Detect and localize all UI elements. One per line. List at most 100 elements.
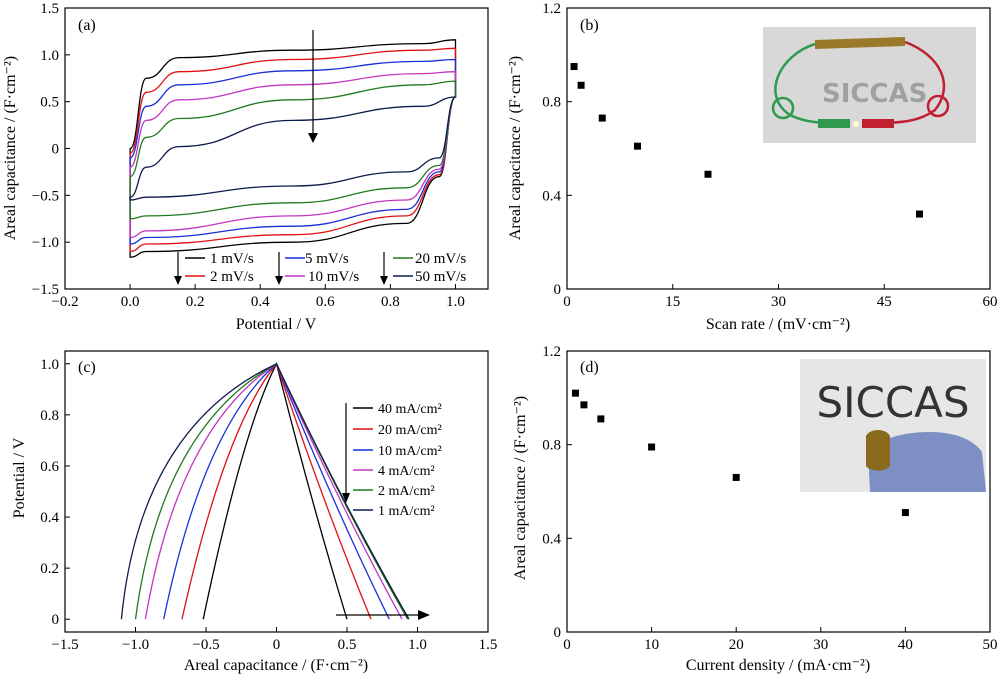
inset-photo-d-hand <box>868 432 986 492</box>
inset-photo-b-clip-red <box>862 119 894 128</box>
cv-curve-1 <box>129 47 457 253</box>
scatter-point-d-5 <box>901 509 909 517</box>
inset-photo-b-loop-red <box>926 94 950 118</box>
y-tick-label-2-5: 1.0 <box>40 357 59 373</box>
x-axis-label-d: Current density / (mA·cm⁻²) <box>686 657 870 674</box>
legend-label-5mv: 5 mV/s <box>305 251 349 267</box>
x-tick-label-0-4: 0.6 <box>316 294 335 310</box>
panel-a: −0.2 0.0 0.2 0.4 0.6 0.8 1.0 −1.5 −1.0 −0.5 0 0.5 1.… <box>2 1 489 333</box>
inset-photo-d-device <box>866 430 890 471</box>
legend-label-2mv: 2 mV/s <box>210 269 254 285</box>
arrow-c-vertical-head <box>342 493 350 503</box>
inset-photo-b-loop-green <box>771 96 795 120</box>
y-tick-label-0-0: −1.5 <box>32 282 59 298</box>
y-tick-label-2-2: 0.4 <box>40 510 59 526</box>
y-tick-label-2-1: 0.2 <box>40 561 59 577</box>
panel-label-d: (d) <box>580 359 599 376</box>
arrow-small-a1-head <box>174 276 182 285</box>
y-tick-label-2-3: 0.6 <box>40 459 59 475</box>
inset-photo-b-led <box>853 121 859 127</box>
x-tick-label-0-1: 0.0 <box>121 294 140 310</box>
inset-photo-b-logo: SICCAS <box>822 79 927 109</box>
legend-label-1mv: 1 mV/s <box>210 251 254 267</box>
gcd-curve-1 <box>181 362 372 620</box>
scatter-point-b-3 <box>634 142 641 150</box>
scatter-point-b-1 <box>577 81 585 89</box>
scatter-point-d-4 <box>732 473 740 481</box>
legend-a: 1 mV/s 5 mV/s 20 mV/s 2 mV/s 10 mV/s 50 … <box>185 251 466 285</box>
cv-curve-3 <box>129 71 457 239</box>
gcd-curve-4 <box>134 362 409 620</box>
inset-photo-b-device <box>815 37 905 49</box>
legend-label-10mv: 10 mV/s <box>308 269 359 285</box>
y-tick-label-3-0: 0 <box>554 625 562 641</box>
y-tick-label-3-1: 0.4 <box>542 531 561 547</box>
legend-label-20ma: 20 mA/cm² <box>378 423 442 438</box>
y-tick-label-1-2: 0.8 <box>542 95 561 111</box>
x-axis-label-a: Potential / V <box>236 316 317 333</box>
legend-label-40ma: 40 mA/cm² <box>378 402 442 417</box>
x-tick-label-0-6: 1.0 <box>446 294 465 310</box>
y-tick-label-0-5: 1.0 <box>40 48 59 64</box>
panel-d: 0 10 20 30 40 50 0 0.4 0.8 1.2 (d) Current densit… <box>512 344 998 674</box>
x-tick-label-2-2: −0.5 <box>192 637 219 653</box>
x-tick-label-2-3: 0 <box>273 637 281 653</box>
scatter-point-b-0 <box>570 63 578 71</box>
y-axis-label-a: Areal capacitance / (F·cm⁻²) <box>2 56 19 240</box>
cv-curve-4 <box>129 80 457 220</box>
legend-label-1ma: 1 mA/cm² <box>378 504 435 519</box>
y-tick-label-3-2: 0.8 <box>542 438 561 454</box>
y-tick-label-0-3: 0 <box>52 142 60 158</box>
x-tick-label-0-3: 0.4 <box>251 294 270 310</box>
x-tick-label-3-2: 20 <box>729 637 744 653</box>
gcd-curve-5 <box>120 362 410 620</box>
y-tick-label-0-2: −0.5 <box>32 188 59 204</box>
y-axis-label-b: Areal capacitance / (F·cm⁻²) <box>507 56 524 240</box>
legend-label-20mv: 20 mV/s <box>415 251 466 267</box>
gcd-curve-0 <box>202 361 348 620</box>
plot-frame-d <box>566 350 991 633</box>
legend-label-10ma: 10 mA/cm² <box>378 444 442 459</box>
inset-photo-b-clip-green <box>818 119 850 128</box>
scatter-point-d-0 <box>571 389 579 397</box>
x-axis-label-c: Areal capacitance / (F·cm⁻²) <box>184 657 368 674</box>
legend-label-50mv: 50 mV/s <box>415 269 466 285</box>
scatter-point-b-4 <box>704 170 712 178</box>
x-tick-label-2-6: 1.5 <box>479 637 498 653</box>
legend-c: 40 mA/cm² 20 mA/cm² 10 mA/cm² 4 mA/cm² 2… <box>353 402 442 519</box>
gcd-curve-3 <box>144 362 403 620</box>
scatter-point-b-5 <box>916 210 923 218</box>
x-tick-label-2-1: −1.0 <box>122 637 149 653</box>
x-tick-label-0-2: 0.2 <box>186 294 205 310</box>
cv-curve-0 <box>129 39 457 258</box>
y-tick-label-1-1: 0.4 <box>542 188 561 204</box>
legend-label-4ma: 4 mA/cm² <box>378 464 435 479</box>
x-tick-label-1-1: 15 <box>665 294 680 310</box>
y-tick-label-1-3: 1.2 <box>542 1 561 17</box>
x-tick-label-2-0: −1.5 <box>51 637 78 653</box>
x-tick-label-0-0: −0.2 <box>51 294 78 310</box>
y-tick-label-1-0: 0 <box>554 282 562 298</box>
scatter-point-d-2 <box>597 415 605 423</box>
arrow-main-head-a <box>308 133 318 143</box>
panel-c: −1.5 −1.0 −0.5 0 0.5 1.0 1.5 0 0.2 0.4 0.6 0.8 1.0 (… <box>11 350 498 674</box>
y-tick-label-2-0: 0 <box>52 612 60 628</box>
scatter-point-d-3 <box>648 443 656 451</box>
x-tick-label-3-1: 10 <box>644 637 659 653</box>
y-tick-label-0-6: 1.5 <box>40 1 59 17</box>
inset-photo-b: SICCAS <box>763 27 976 143</box>
inset-photo-d: SICCAS <box>800 359 986 492</box>
scatter-point-b-2 <box>598 114 606 122</box>
arrow-small-a3-head <box>380 276 388 285</box>
y-axis-label-c: Potential / V <box>11 437 28 518</box>
panel-label-b: (b) <box>580 17 599 34</box>
x-tick-label-3-0: 0 <box>563 637 571 653</box>
x-tick-label-0-5: 0.8 <box>381 294 400 310</box>
x-axis-label-b: Scan rate / (mV·cm⁻²) <box>706 316 850 333</box>
y-tick-label-3-3: 1.2 <box>542 344 561 360</box>
x-tick-label-3-3: 30 <box>813 637 828 653</box>
x-tick-label-3-4: 40 <box>898 637 913 653</box>
panel-label-a: (a) <box>78 17 96 34</box>
x-tick-label-1-0: 0 <box>563 294 571 310</box>
